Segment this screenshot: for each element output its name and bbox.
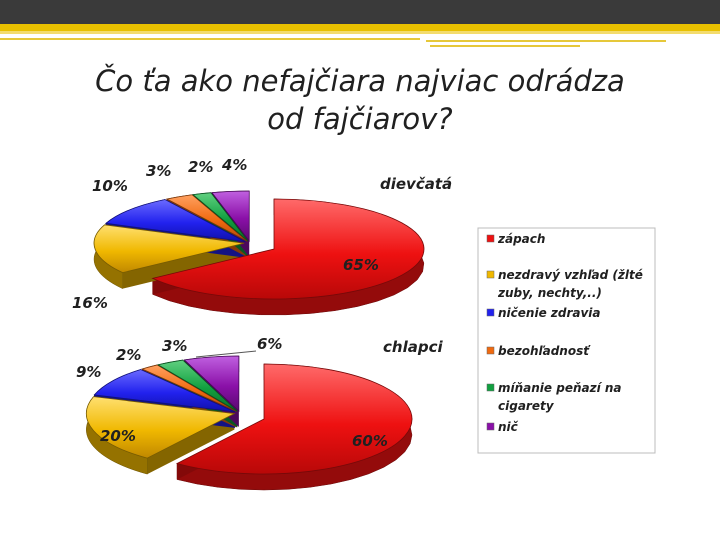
value-label: 4% (221, 156, 247, 174)
legend-box (477, 227, 656, 454)
legend-swatch (486, 308, 495, 317)
value-labels: 65% 16% 10% 3% 2% 4% 60% 20% 9% 2% 3% 6% (72, 156, 388, 450)
legend-label-line2: cigarety (498, 399, 555, 413)
title-line-1: Čo ťa ako nefajčiara najviac odrádza (95, 64, 625, 98)
pie-slice-5 (183, 355, 240, 412)
legend-swatch (486, 346, 495, 355)
legend-items: zápach nezdravý vzhľad (žlté zuby, nechty,… (486, 232, 643, 434)
legend-label: bezohľadnosť (498, 344, 591, 358)
legend-swatch (486, 383, 495, 392)
legend-swatch (486, 270, 495, 279)
legend-swatch (486, 234, 495, 243)
value-label: 2% (188, 158, 213, 176)
pie-slice-5 (211, 190, 250, 243)
pie-slice-3 (165, 194, 248, 242)
legend-label-line2: zuby, nechty,..) (497, 286, 602, 300)
pie-slice-1 (85, 396, 236, 459)
pie-slice-2 (104, 199, 246, 243)
legend-label: míňanie peňazí na (498, 381, 622, 395)
accent-line (0, 38, 420, 40)
pie-title-chlapci: chlapci (383, 338, 443, 356)
top-bar (0, 0, 720, 24)
value-label: 6% (257, 335, 282, 353)
leader-line (195, 350, 257, 358)
pie-slice-4 (156, 359, 238, 412)
title-line-2: od fajčiarov? (267, 102, 453, 136)
value-label: 60% (352, 432, 388, 450)
pie-slice-2 (93, 369, 236, 413)
accent-line (426, 40, 666, 42)
legend-label: ničenie zdravia (498, 306, 601, 320)
legend-swatch (486, 422, 495, 431)
value-label: 10% (92, 177, 128, 195)
pie-slice-3 (141, 364, 237, 412)
value-label: 65% (343, 256, 379, 274)
gold-stripe-light (0, 31, 720, 34)
pie-slice-wall (147, 413, 235, 475)
gold-stripe (0, 24, 720, 31)
pie-slice-0 (175, 363, 413, 475)
pie-slice-4 (191, 192, 249, 242)
legend-label: nič (498, 420, 519, 434)
pie-dievcata (93, 190, 425, 316)
value-label: 9% (76, 363, 101, 381)
legend: zápach nezdravý vzhľad (žlté zuby, nechty,… (477, 227, 656, 454)
value-label: 3% (146, 162, 171, 180)
pie-slice-1 (93, 224, 245, 274)
accent-line (430, 45, 580, 47)
legend-label: nezdravý vzhľad (žlté (498, 268, 643, 282)
slide-title: Čo ťa ako nefajčiara najviac odrádza od … (0, 62, 720, 138)
legend-label: zápach (497, 232, 545, 246)
pie-chlapci (85, 355, 413, 491)
pie-slice-0 (151, 198, 425, 300)
value-label: 3% (162, 337, 187, 355)
value-label: 16% (72, 294, 108, 312)
pie-title-dievcata: dievčatá (380, 175, 452, 193)
value-label: 20% (100, 427, 136, 445)
value-label: 2% (116, 346, 141, 364)
